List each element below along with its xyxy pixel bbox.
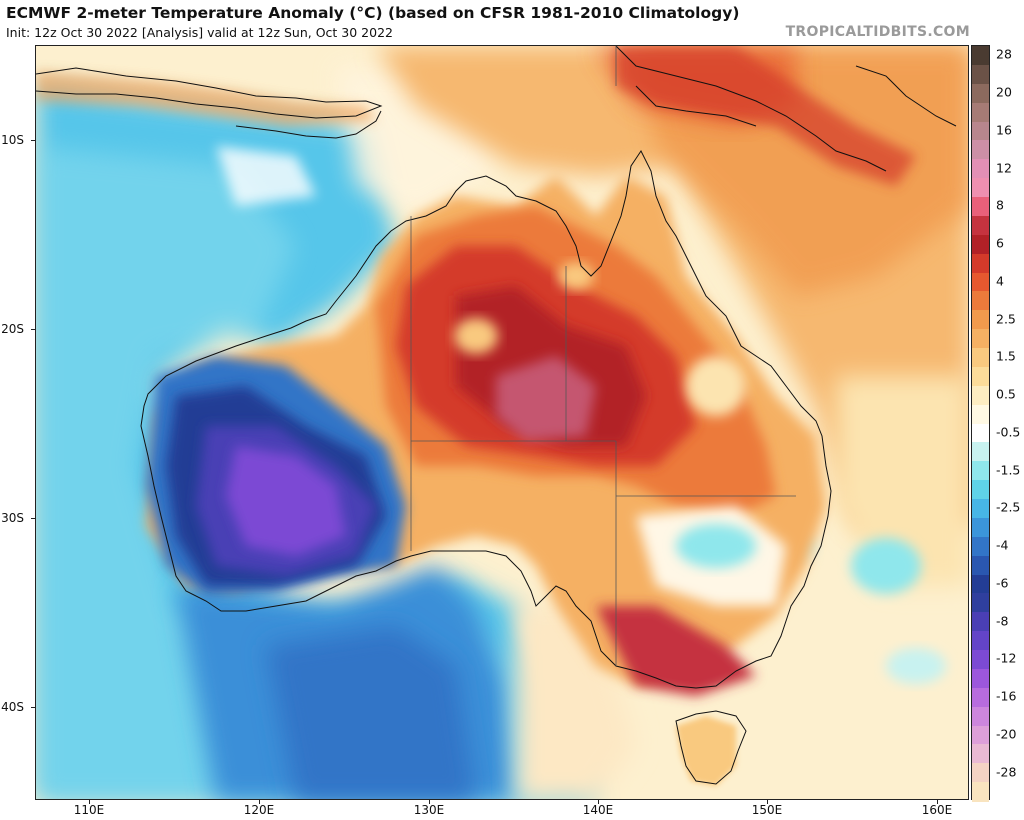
colorbar-segment [972, 121, 989, 141]
colorbar-segment [972, 668, 989, 689]
colorbar-segment [972, 385, 989, 406]
lon-tick [598, 800, 599, 804]
colorbar-segment [972, 574, 989, 594]
colorbar-segment [972, 555, 989, 575]
colorbar-segment [972, 404, 989, 424]
colorbar-segment [972, 536, 989, 557]
colorbar-label: 16 [996, 122, 1012, 138]
lon-label-140e: 140E [582, 803, 614, 817]
lon-tick [259, 800, 260, 804]
lat-tick [31, 329, 35, 330]
colorbar-segment [972, 725, 989, 745]
colorbar-label: -12 [996, 650, 1017, 666]
colorbar-segment [972, 178, 989, 198]
colorbar-segment [972, 197, 989, 217]
colorbar-label: 20 [996, 84, 1012, 100]
colorbar-segment [972, 234, 989, 255]
colorbar-label: 1.5 [996, 348, 1016, 364]
colorbar-label: -28 [996, 764, 1017, 780]
colorbar-label: 6 [996, 235, 1004, 251]
colorbar-segment [972, 159, 989, 179]
colorbar-segment [972, 329, 989, 349]
colorbar-segment [972, 631, 989, 651]
colorbar-segment [972, 423, 989, 443]
lat-label-20s: 20S [1, 322, 24, 336]
colorbar-segment [972, 442, 989, 462]
colorbar-segment [972, 366, 989, 387]
lat-tick [31, 518, 35, 519]
colorbar-label: -20 [996, 726, 1017, 742]
coastlines [36, 46, 957, 785]
colorbar-segment [972, 253, 989, 273]
colorbar-segment [972, 782, 989, 802]
colorbar-segment [972, 687, 989, 708]
colorbar-segment [972, 215, 989, 236]
australia-anomaly [146, 176, 826, 786]
colorbar-segment [972, 480, 989, 500]
colorbar-label: -4 [996, 537, 1009, 553]
lat-label-40s: 40S [1, 700, 24, 714]
credit-watermark: TROPICALTIDBITS.COM [785, 24, 970, 40]
colorbar-label: 2.5 [996, 311, 1016, 327]
anomaly-map [35, 45, 969, 800]
north-islands-anomaly [36, 46, 916, 186]
lon-tick [429, 800, 430, 804]
colorbar-label: -16 [996, 688, 1017, 704]
colorbar-label: 8 [996, 197, 1004, 213]
map-title: ECMWF 2-meter Temperature Anomaly (°C) (… [6, 4, 740, 22]
colorbar-segment [972, 612, 989, 632]
colorbar [971, 45, 990, 802]
colorbar-segment [972, 517, 989, 538]
colorbar-segment [972, 102, 989, 122]
colorbar-segment [972, 461, 989, 481]
colorbar-label: 12 [996, 160, 1012, 176]
lon-tick [89, 800, 90, 804]
colorbar-label: -8 [996, 613, 1009, 629]
colorbar-segment [972, 83, 989, 104]
lon-label-120e: 120E [243, 803, 275, 817]
lon-label-160e: 160E [921, 803, 953, 817]
colorbar-segment [972, 499, 989, 519]
colorbar-segment [972, 310, 989, 330]
lat-label-30s: 30S [1, 511, 24, 525]
lat-label-10s: 10S [1, 133, 24, 147]
lon-tick [767, 800, 768, 804]
colorbar-label: -2.5 [996, 499, 1021, 515]
colorbar-label: -0.5 [996, 424, 1021, 440]
lat-tick [31, 707, 35, 708]
colorbar-segment [972, 64, 989, 85]
lat-tick [31, 140, 35, 141]
colorbar-segment [972, 348, 989, 368]
colorbar-segment [972, 763, 989, 783]
state-borders [410, 46, 796, 666]
colorbar-label: 4 [996, 273, 1004, 289]
map-subtitle: Init: 12z Oct 30 2022 [Analysis] valid a… [6, 25, 393, 40]
colorbar-segment [972, 272, 989, 292]
colorbar-segment [972, 744, 989, 764]
colorbar-segment [972, 291, 989, 311]
colorbar-segment [972, 140, 989, 160]
colorbar-label: 28 [996, 46, 1012, 62]
colorbar-label: -6 [996, 575, 1009, 591]
map-canvas [36, 46, 968, 799]
colorbar-segment [972, 46, 989, 66]
lon-tick [937, 800, 938, 804]
colorbar-segment [972, 593, 989, 613]
lon-label-150e: 150E [751, 803, 783, 817]
lon-label-130e: 130E [413, 803, 445, 817]
lon-label-110e: 110E [73, 803, 105, 817]
colorbar-label: -1.5 [996, 462, 1021, 478]
colorbar-segment [972, 650, 989, 670]
colorbar-segment [972, 706, 989, 726]
colorbar-label: 0.5 [996, 386, 1016, 402]
